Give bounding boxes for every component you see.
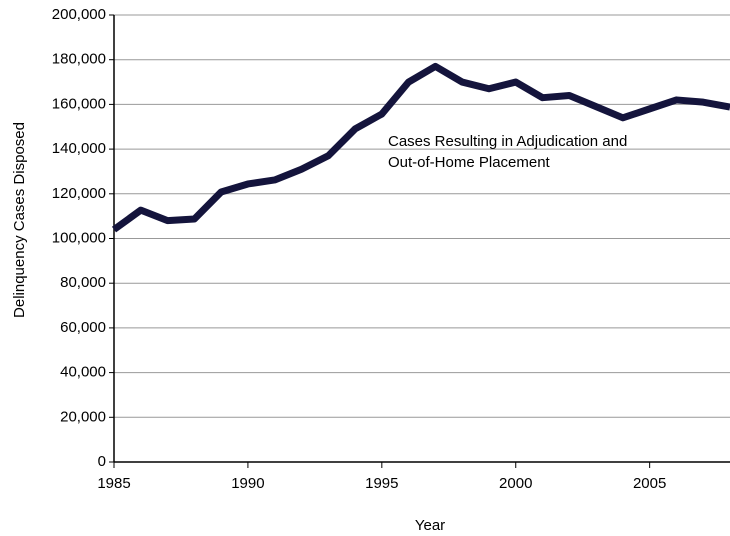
y-tick-label: 140,000 [52,140,106,157]
x-tick-label: 2000 [499,475,532,492]
x-axis-label: Year [415,517,445,534]
y-tick-label: 180,000 [52,51,106,68]
x-tick-label: 2005 [633,475,666,492]
y-tick-label: 20,000 [60,408,106,425]
y-tick-label: 160,000 [52,95,106,112]
x-tick-label: 1990 [231,475,264,492]
y-tick-label: 80,000 [60,274,106,291]
y-tick-label: 40,000 [60,364,106,381]
y-tick-label: 200,000 [52,6,106,23]
x-tick-label: 1995 [365,475,398,492]
y-tick-label: 100,000 [52,229,106,246]
y-tick-label: 60,000 [60,319,106,336]
y-tick-label: 120,000 [52,185,106,202]
annotation: Cases Resulting in Adjudication and [388,133,627,150]
x-tick-label: 1985 [97,475,130,492]
data-line [111,62,730,233]
annotation: Out-of-Home Placement [388,154,551,171]
y-axis-label: Delinquency Cases Disposed [11,122,28,318]
y-tick-label: 0 [98,453,106,470]
